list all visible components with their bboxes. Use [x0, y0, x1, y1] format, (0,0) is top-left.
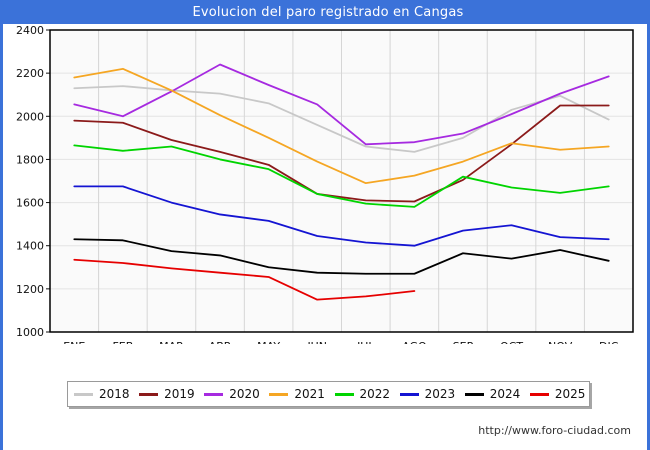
- y-axis-tick-label: 1200: [16, 283, 44, 296]
- source-url: http://www.foro-ciudad.com: [478, 424, 631, 437]
- line-chart: 1000 1200 1400 1600 1800 2000 2200 2400 ENE FEB MA…: [16, 24, 634, 344]
- legend-item-2024[interactable]: 2024: [459, 387, 524, 401]
- legend-swatch-icon: [139, 392, 159, 396]
- x-axis-tick-label: ENE: [63, 340, 85, 344]
- y-axis-tick-label: 2000: [16, 110, 44, 123]
- x-axis-tick-label: MAR: [159, 340, 184, 344]
- series-line-2023: [73, 185, 610, 247]
- legend-swatch-icon: [399, 392, 419, 396]
- series-line-2022: [73, 144, 610, 208]
- legend-item-2019[interactable]: 2019: [133, 387, 198, 401]
- legend-swatch-icon: [74, 392, 93, 396]
- window-titlebar: Evolucion del paro registrado en Cangas: [3, 0, 650, 24]
- y-axis-tick-label: 1800: [16, 153, 44, 166]
- series-line-2021: [73, 67, 610, 185]
- chart-legend: 2018 2019 2020 2021 2022 2023 2024 2025: [67, 381, 590, 407]
- legend-swatch-icon: [334, 392, 354, 396]
- legend-item-2021[interactable]: 2021: [263, 387, 328, 401]
- legend-label: 2021: [294, 387, 325, 401]
- x-axis-tick-label: DIC: [599, 340, 619, 344]
- legend-item-2025[interactable]: 2025: [524, 387, 589, 401]
- series-line-2019: [73, 104, 610, 203]
- y-axis-tick-label: 1600: [16, 197, 44, 210]
- series-line-2020: [73, 63, 610, 146]
- x-axis-tick-label: MAY: [257, 340, 280, 344]
- x-axis-tick-label: SEP: [453, 340, 474, 344]
- legend-label: 2025: [554, 387, 586, 401]
- x-axis-tick-label: JUN: [306, 340, 327, 344]
- x-axis-tick-label: OCT: [500, 340, 523, 344]
- series-line-2024: [73, 238, 610, 275]
- legend-label: 2018: [99, 387, 130, 401]
- legend-label: 2024: [489, 387, 521, 401]
- x-axis-tick-label: FEB: [112, 340, 133, 344]
- chart-plot-area: 1000 1200 1400 1600 1800 2000 2200 2400 ENE FEB MA…: [3, 24, 650, 344]
- series-line-2025: [73, 258, 416, 301]
- x-axis-tick-label: JUL: [356, 340, 375, 344]
- legend-label: 2019: [164, 387, 195, 401]
- x-axis-tick-label: NOV: [548, 340, 573, 344]
- series-line-2018: [73, 85, 610, 153]
- legend-swatch-icon: [529, 392, 549, 396]
- y-axis-tick-label: 1000: [16, 326, 44, 339]
- legend-swatch-icon: [269, 392, 289, 396]
- legend-item-2023[interactable]: 2023: [394, 387, 459, 401]
- x-axis-tick-label: AGO: [402, 340, 427, 344]
- legend-label: 2020: [229, 387, 260, 401]
- page-title: Evolucion del paro registrado en Cangas: [192, 4, 464, 20]
- legend-swatch-icon: [204, 392, 224, 396]
- legend-label: 2022: [359, 387, 391, 401]
- legend-item-2022[interactable]: 2022: [329, 387, 394, 401]
- legend-label: 2023: [424, 387, 456, 401]
- y-axis-tick-label: 2400: [16, 24, 44, 37]
- legend-swatch-icon: [464, 392, 484, 396]
- y-axis-tick-label: 1400: [16, 240, 44, 253]
- y-axis-tick-label: 2200: [16, 67, 44, 80]
- legend-item-2020[interactable]: 2020: [198, 387, 263, 401]
- legend-item-2018[interactable]: 2018: [68, 387, 133, 401]
- x-axis-tick-label: ABR: [209, 340, 232, 344]
- plot-frame: [49, 29, 634, 333]
